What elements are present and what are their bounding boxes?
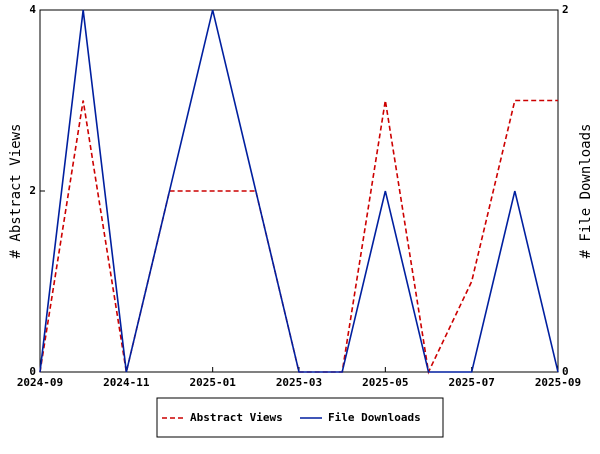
y-axis-label: # Abstract Views (8, 124, 24, 259)
x-tick-label: 2024-09 (17, 376, 63, 389)
y2-tick-label: 2 (562, 3, 569, 16)
y-tick-label: 0 (29, 365, 36, 378)
plot-frame (39, 9, 559, 373)
legend-label: Abstract Views (190, 411, 283, 424)
x-tick-label: 2025-09 (535, 376, 581, 389)
y-tick-label: 2 (29, 184, 36, 197)
y-tick-label: 4 (29, 3, 36, 16)
y2-tick-label: 0 (562, 365, 569, 378)
x-tick-label: 2025-01 (189, 376, 236, 389)
x-tick-label: 2024-11 (103, 376, 150, 389)
x-tick-label: 2025-05 (362, 376, 408, 389)
x-tick-label: 2025-07 (448, 376, 494, 389)
y2-axis-label: # File Downloads (578, 124, 594, 259)
x-tick-label: 2025-03 (276, 376, 322, 389)
legend-label: File Downloads (328, 411, 421, 424)
line-series (39, 9, 559, 373)
